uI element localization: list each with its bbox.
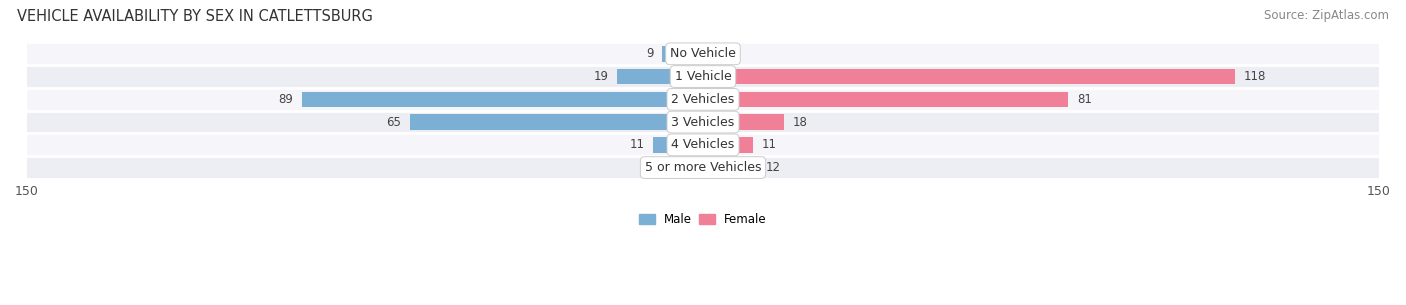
- Text: 3 Vehicles: 3 Vehicles: [672, 116, 734, 129]
- Text: No Vehicle: No Vehicle: [671, 47, 735, 60]
- Text: 81: 81: [1077, 93, 1092, 106]
- Text: 18: 18: [793, 116, 808, 129]
- Text: 5 or more Vehicles: 5 or more Vehicles: [645, 161, 761, 174]
- Bar: [27, 156, 1379, 179]
- Bar: [703, 160, 756, 175]
- Text: Source: ZipAtlas.com: Source: ZipAtlas.com: [1264, 9, 1389, 22]
- Text: 65: 65: [387, 116, 401, 129]
- Legend: Male, Female: Male, Female: [634, 208, 772, 230]
- Bar: [411, 114, 703, 130]
- Text: 89: 89: [278, 93, 292, 106]
- Bar: [703, 137, 752, 152]
- Text: 12: 12: [766, 161, 782, 174]
- Text: 118: 118: [1244, 70, 1267, 83]
- Bar: [703, 92, 1069, 107]
- Text: 0: 0: [711, 47, 720, 60]
- Text: 4 Vehicles: 4 Vehicles: [672, 138, 734, 151]
- Text: 19: 19: [593, 70, 609, 83]
- Bar: [662, 46, 703, 62]
- Bar: [302, 92, 703, 107]
- Bar: [27, 65, 1379, 88]
- Text: 11: 11: [762, 138, 776, 151]
- Bar: [654, 137, 703, 152]
- Text: VEHICLE AVAILABILITY BY SEX IN CATLETTSBURG: VEHICLE AVAILABILITY BY SEX IN CATLETTSB…: [17, 9, 373, 24]
- Text: 2 Vehicles: 2 Vehicles: [672, 93, 734, 106]
- Bar: [27, 134, 1379, 156]
- Bar: [27, 88, 1379, 111]
- Text: 0: 0: [686, 161, 695, 174]
- Text: 11: 11: [630, 138, 644, 151]
- Bar: [27, 111, 1379, 134]
- Bar: [703, 69, 1234, 84]
- Text: 1 Vehicle: 1 Vehicle: [675, 70, 731, 83]
- Text: 9: 9: [645, 47, 654, 60]
- Bar: [703, 114, 785, 130]
- Bar: [27, 42, 1379, 65]
- Bar: [617, 69, 703, 84]
